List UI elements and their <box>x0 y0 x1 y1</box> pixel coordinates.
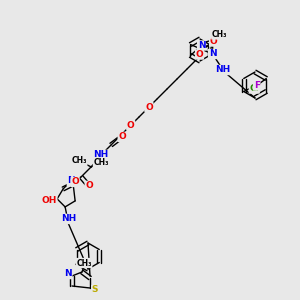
Text: Cl: Cl <box>249 84 259 93</box>
Text: NH: NH <box>94 150 109 159</box>
Text: O: O <box>127 121 135 130</box>
Text: O: O <box>85 182 93 190</box>
Text: NH: NH <box>215 65 230 74</box>
Text: OH: OH <box>41 196 57 206</box>
Text: CH₃: CH₃ <box>212 30 227 39</box>
Text: O: O <box>210 37 218 46</box>
Text: S: S <box>92 286 98 295</box>
Text: F: F <box>254 81 260 90</box>
Text: O: O <box>196 50 203 59</box>
Text: N: N <box>209 50 216 58</box>
Text: O: O <box>145 103 153 112</box>
Text: O: O <box>71 177 79 186</box>
Text: CH₃: CH₃ <box>76 259 92 268</box>
Text: CH₃: CH₃ <box>71 156 87 165</box>
Text: CH₃: CH₃ <box>93 158 109 167</box>
Text: NH: NH <box>61 214 77 224</box>
Text: N: N <box>67 176 75 185</box>
Text: N: N <box>198 41 205 50</box>
Text: N: N <box>64 269 72 278</box>
Text: O: O <box>118 132 126 141</box>
